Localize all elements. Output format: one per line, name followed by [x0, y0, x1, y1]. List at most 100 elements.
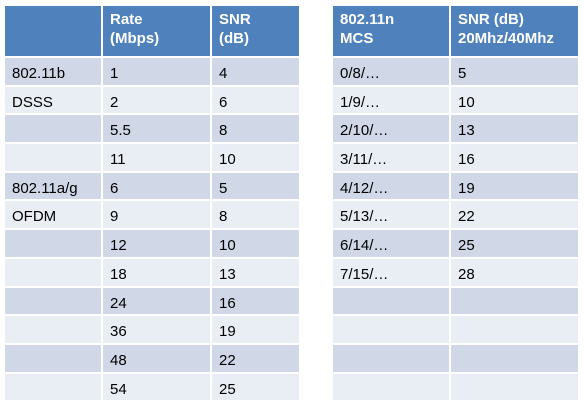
cell-mcs: 2/10/…: [333, 113, 449, 143]
cell-mcs: [333, 285, 449, 315]
header-cell-snr: SNR (dB) 20Mhz/40Mhz: [449, 6, 578, 56]
table-row: 54 25: [5, 371, 299, 400]
cell-mcs: 5/13/…: [333, 199, 449, 229]
table-row: [333, 342, 578, 372]
table-row: 24 16: [5, 285, 299, 315]
cell-mcs: 3/11/…: [333, 142, 449, 171]
table-row: 12 10: [5, 228, 299, 257]
cell-standard: [5, 371, 101, 400]
cell-snr: [449, 371, 578, 400]
header-text: SNR: [219, 11, 251, 28]
table-row: 3/11/… 16: [333, 142, 578, 171]
cell-mcs: 4/12/…: [333, 170, 449, 200]
cell-rate: 2: [101, 84, 210, 114]
header-text: MCS: [340, 30, 374, 47]
cell-standard: DSSS: [5, 84, 101, 114]
table-row: [333, 371, 578, 400]
cell-snr: 25: [210, 371, 299, 400]
legacy-rate-snr-table: Rate (Mbps) SNR (dB) 802.11b 1 4 DSSS 2 6 5.5 8 11 1…: [5, 6, 299, 400]
cell-mcs: [333, 342, 449, 372]
cell-mcs: [333, 371, 449, 400]
table-row: 48 22: [5, 342, 299, 372]
cell-snr: 10: [210, 142, 299, 171]
header-cell-snr: SNR (dB): [210, 6, 299, 56]
cell-mcs: [333, 314, 449, 343]
table-row: 5/13/… 22: [333, 199, 578, 229]
legacy-table-body: 802.11b 1 4 DSSS 2 6 5.5 8 11 10 802.11a/g 6 5 OFDM 9 8…: [5, 56, 299, 400]
cell-snr: 16: [449, 142, 578, 171]
table-row: 6/14/… 25: [333, 228, 578, 257]
table-row: 802.11a/g 6 5: [5, 170, 299, 200]
cell-snr: [449, 285, 578, 315]
mcs-table-header: 802.11n MCS SNR (dB) 20Mhz/40Mhz: [333, 6, 578, 56]
table-row: 2/10/… 13: [333, 113, 578, 143]
table-row: 11 10: [5, 142, 299, 171]
cell-standard: [5, 314, 101, 343]
cell-snr: 5: [210, 170, 299, 200]
cell-snr: 10: [449, 84, 578, 114]
table-row: 802.11b 1 4: [5, 56, 299, 85]
cell-standard: [5, 113, 101, 143]
header-text: 802.11n: [340, 11, 395, 28]
cell-rate: 24: [101, 285, 210, 315]
cell-rate: 12: [101, 228, 210, 257]
cell-standard: 802.11a/g: [5, 170, 101, 200]
cell-rate: 5.5: [101, 113, 210, 143]
table-row: [333, 285, 578, 315]
legacy-table-header: Rate (Mbps) SNR (dB): [5, 6, 299, 56]
header-cell-mcs: 802.11n MCS: [333, 6, 449, 56]
cell-mcs: 1/9/…: [333, 84, 449, 114]
cell-standard: OFDM: [5, 199, 101, 229]
table-row: [333, 314, 578, 343]
cell-standard: [5, 285, 101, 315]
mcs-table-body: 0/8/… 5 1/9/… 10 2/10/… 13 3/11/… 16 4/12/… 19 5/1…: [333, 56, 578, 400]
cell-snr: 13: [210, 256, 299, 286]
header-cell-rate: Rate (Mbps): [101, 6, 210, 56]
cell-snr: [449, 342, 578, 372]
cell-standard: [5, 256, 101, 286]
cell-snr: 22: [449, 199, 578, 229]
cell-rate: 1: [101, 56, 210, 85]
table-row: 18 13: [5, 256, 299, 286]
table-row: DSSS 2 6: [5, 84, 299, 114]
table-row: 5.5 8: [5, 113, 299, 143]
table-row: 1/9/… 10: [333, 84, 578, 114]
cell-standard: [5, 142, 101, 171]
cell-mcs: 0/8/…: [333, 56, 449, 85]
cell-snr: 8: [210, 199, 299, 229]
cell-snr: 13: [449, 113, 578, 143]
cell-standard: [5, 342, 101, 372]
cell-mcs: 6/14/…: [333, 228, 449, 257]
cell-snr: 19: [210, 314, 299, 343]
table-row: OFDM 9 8: [5, 199, 299, 229]
cell-snr: 22: [210, 342, 299, 372]
header-row: 802.11n MCS SNR (dB) 20Mhz/40Mhz: [333, 6, 578, 56]
header-text: SNR (dB): [458, 11, 524, 28]
table-row: 7/15/… 28: [333, 256, 578, 286]
cell-snr: 4: [210, 56, 299, 85]
table-row: 4/12/… 19: [333, 170, 578, 200]
cell-snr: 5: [449, 56, 578, 85]
cell-rate: 18: [101, 256, 210, 286]
cell-snr: 25: [449, 228, 578, 257]
cell-snr: 28: [449, 256, 578, 286]
cell-rate: 48: [101, 342, 210, 372]
cell-rate: 6: [101, 170, 210, 200]
mcs-snr-table: 802.11n MCS SNR (dB) 20Mhz/40Mhz 0/8/… 5 1/9/…: [333, 6, 578, 400]
table-row: 36 19: [5, 314, 299, 343]
header-text: (dB): [219, 30, 249, 47]
header-text: (Mbps): [110, 30, 160, 47]
cell-rate: 36: [101, 314, 210, 343]
cell-snr: 6: [210, 84, 299, 114]
header-cell-standard: [5, 6, 101, 56]
header-text: Rate: [110, 11, 143, 28]
cell-rate: 54: [101, 371, 210, 400]
cell-rate: 11: [101, 142, 210, 171]
table-row: 0/8/… 5: [333, 56, 578, 85]
cell-standard: [5, 228, 101, 257]
header-text: 20Mhz/40Mhz: [458, 30, 554, 47]
cell-snr: 8: [210, 113, 299, 143]
cell-snr: 16: [210, 285, 299, 315]
cell-standard: 802.11b: [5, 56, 101, 85]
header-row: Rate (Mbps) SNR (dB): [5, 6, 299, 56]
